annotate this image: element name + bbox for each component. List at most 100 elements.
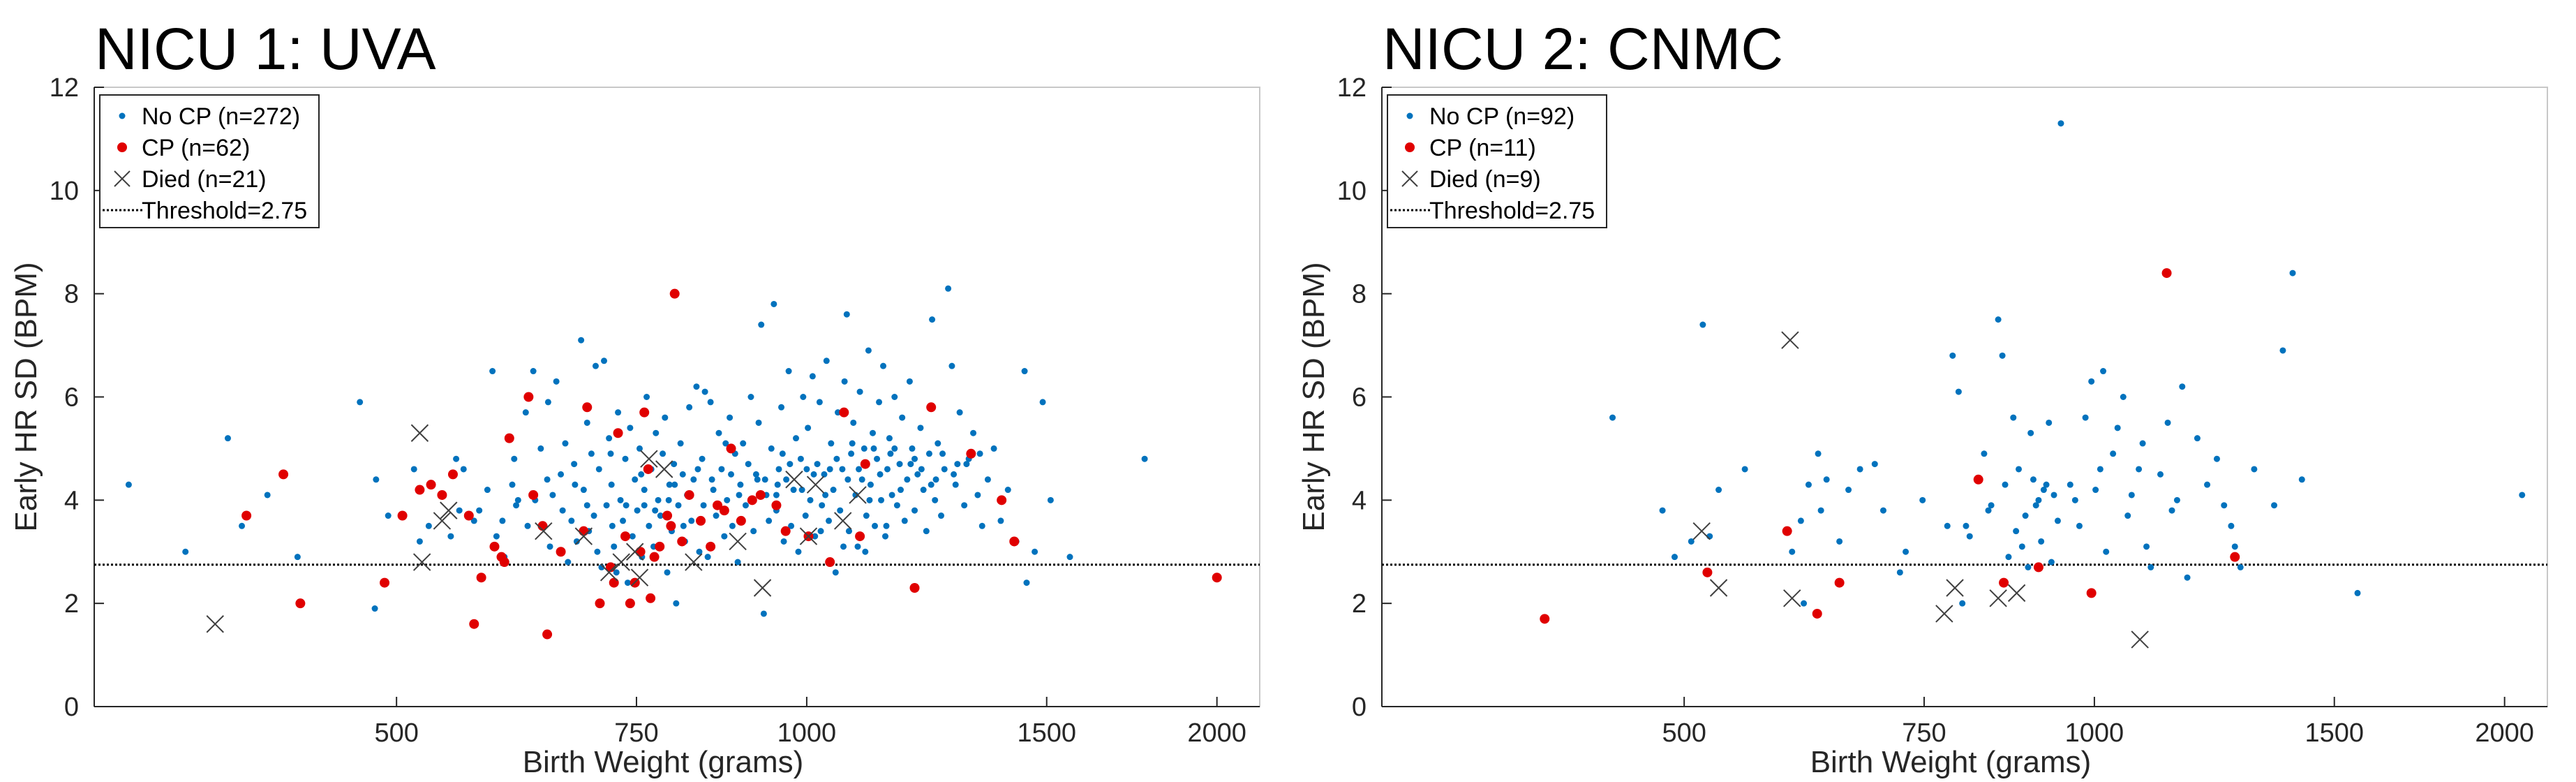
legend-marker-cp xyxy=(117,142,127,152)
data-point-no-cp xyxy=(976,450,983,457)
legend-item: No CP (n=92) xyxy=(1406,103,1574,130)
data-point-cp xyxy=(625,598,635,609)
data-point-no-cp xyxy=(2050,492,2057,499)
data-point-no-cp xyxy=(613,569,620,576)
data-point-no-cp xyxy=(677,440,684,447)
data-point-no-cp xyxy=(662,414,669,421)
data-point-no-cp xyxy=(620,517,627,524)
data-point-no-cp xyxy=(2237,563,2244,570)
data-point-died xyxy=(2131,630,2149,649)
data-point-no-cp xyxy=(833,455,840,462)
data-point-no-cp xyxy=(558,471,565,478)
data-point-no-cp xyxy=(1963,522,1970,529)
data-point-cp xyxy=(415,485,425,495)
data-point-died xyxy=(849,486,867,504)
data-point-cp xyxy=(528,489,539,500)
data-point-no-cp xyxy=(2179,383,2186,390)
data-point-no-cp xyxy=(2103,548,2110,555)
data-point-no-cp xyxy=(874,455,881,462)
data-point-no-cp xyxy=(2289,270,2296,276)
data-point-no-cp xyxy=(974,492,981,499)
legend-item: Threshold=2.75 xyxy=(1390,198,1595,224)
data-point-cp xyxy=(755,489,766,500)
data-point-no-cp xyxy=(522,409,529,416)
data-point-no-cp xyxy=(1609,414,1616,421)
data-point-no-cp xyxy=(814,461,821,468)
data-point-no-cp xyxy=(562,440,569,447)
legend-frame xyxy=(99,94,320,228)
data-point-no-cp xyxy=(1985,507,1992,514)
data-point-no-cp xyxy=(978,522,985,529)
data-point-no-cp xyxy=(357,399,364,406)
data-point-no-cp xyxy=(841,378,848,385)
data-point-no-cp xyxy=(660,450,667,457)
data-point-cp xyxy=(620,531,630,542)
data-point-no-cp xyxy=(511,455,518,462)
data-point-no-cp xyxy=(941,466,948,473)
data-point-cp xyxy=(463,510,474,521)
data-point-no-cp xyxy=(925,450,932,457)
data-point-no-cp xyxy=(489,368,496,375)
y-tick-label: 12 xyxy=(50,73,79,103)
data-point-no-cp xyxy=(809,373,816,380)
data-point-no-cp xyxy=(1659,507,1666,514)
data-point-no-cp xyxy=(699,455,706,462)
data-point-no-cp xyxy=(416,538,423,545)
data-point-no-cp xyxy=(1047,496,1054,503)
data-point-no-cp xyxy=(945,285,952,292)
data-point-no-cp xyxy=(837,507,844,514)
data-point-no-cp xyxy=(239,522,246,529)
data-point-no-cp xyxy=(1004,487,1011,494)
legend-marker-died xyxy=(1401,170,1418,187)
data-point-cp xyxy=(613,428,623,438)
data-point-no-cp xyxy=(611,543,618,550)
data-point-no-cp xyxy=(530,368,537,375)
data-point-no-cp xyxy=(1981,450,1988,457)
data-point-no-cp xyxy=(886,435,893,442)
data-point-no-cp xyxy=(911,455,918,462)
data-point-no-cp xyxy=(918,466,925,473)
data-point-died xyxy=(834,512,852,530)
data-point-no-cp xyxy=(745,461,752,468)
data-point-cp xyxy=(1009,536,1020,547)
data-point-no-cp xyxy=(2013,528,2020,535)
data-point-no-cp xyxy=(848,450,855,457)
data-point-no-cp xyxy=(572,481,579,488)
data-point-no-cp xyxy=(671,461,678,468)
x-tick-label: 750 xyxy=(614,718,658,748)
data-point-cp xyxy=(966,448,976,459)
data-point-no-cp xyxy=(787,461,794,468)
data-point-no-cp xyxy=(1671,554,1678,561)
data-point-no-cp xyxy=(2110,450,2117,457)
data-point-no-cp xyxy=(1801,600,1808,607)
data-point-died xyxy=(1783,589,1801,607)
data-point-cp xyxy=(2230,552,2240,562)
data-point-no-cp xyxy=(897,487,904,494)
legend: No CP (n=92) CP (n=11) Died (n=9) Threshold… xyxy=(1387,94,1607,228)
data-point-cp xyxy=(747,495,757,506)
data-point-no-cp xyxy=(514,496,521,503)
legend-item: Died (n=21) xyxy=(114,166,267,193)
data-point-no-cp xyxy=(826,517,833,524)
data-point-no-cp xyxy=(686,404,693,411)
data-point-no-cp xyxy=(887,450,894,457)
data-point-no-cp xyxy=(1805,481,1812,488)
x-tick-label: 500 xyxy=(374,718,418,748)
y-tick-label: 10 xyxy=(1337,177,1367,206)
data-point-no-cp xyxy=(920,487,927,494)
data-point-no-cp xyxy=(2092,487,2099,494)
data-point-no-cp xyxy=(701,388,708,395)
x-tick-label: 1000 xyxy=(2065,718,2124,748)
y-tick-label: 0 xyxy=(1352,693,1367,722)
data-point-no-cp xyxy=(870,445,877,452)
data-point-no-cp xyxy=(828,440,835,447)
legend-marker-cp xyxy=(1405,142,1415,152)
data-point-died xyxy=(1989,589,2007,607)
data-point-no-cp xyxy=(807,496,814,503)
data-point-no-cp xyxy=(1995,316,2002,323)
x-axis-label: Birth Weight (grams) xyxy=(1810,745,2092,779)
data-point-cp xyxy=(860,459,870,469)
data-point-no-cp xyxy=(608,481,615,488)
data-point-no-cp xyxy=(2157,471,2164,478)
data-point-no-cp xyxy=(951,471,958,478)
